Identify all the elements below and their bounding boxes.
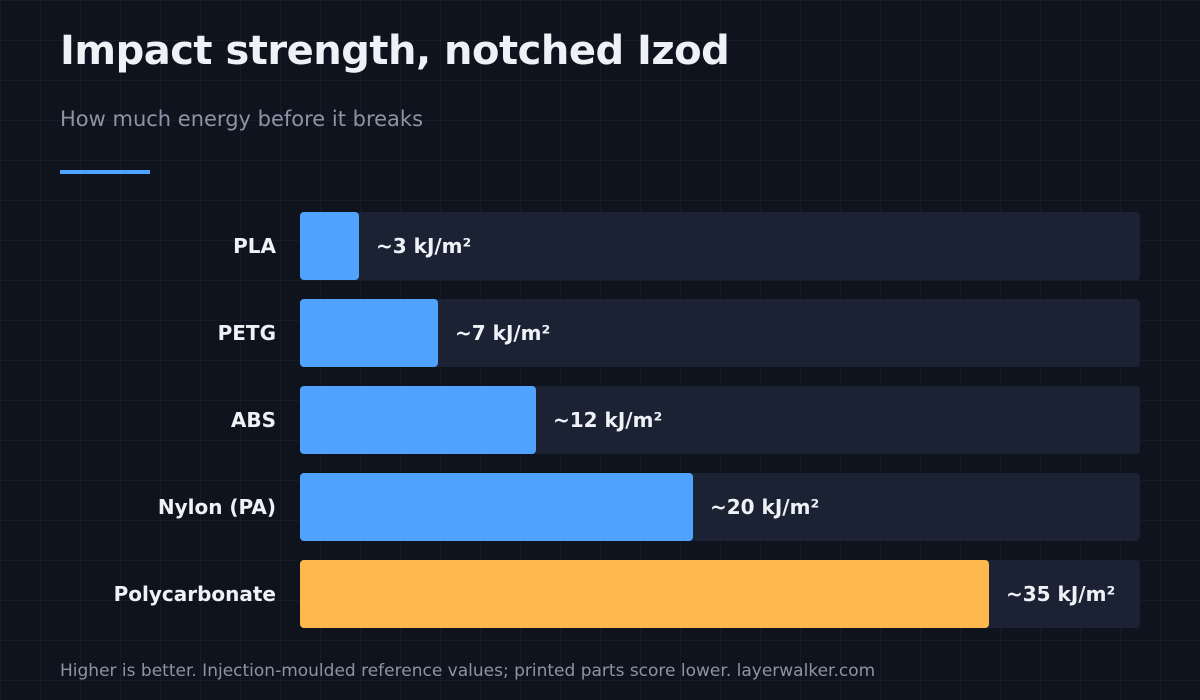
bar-row: Polycarbonate ~35 kJ/m²: [114, 560, 1140, 628]
bar: [300, 560, 989, 628]
bar-row: ABS ~12 kJ/m²: [231, 386, 1140, 454]
bar-row: Nylon (PA) ~20 kJ/m²: [158, 473, 1140, 541]
category-label: PLA: [233, 234, 276, 258]
bar-track: [300, 299, 1140, 367]
category-label: Nylon (PA): [158, 495, 276, 519]
value-label: ~3 kJ/m²: [376, 234, 471, 258]
category-label: ABS: [231, 408, 276, 432]
bar-row: PLA ~3 kJ/m²: [233, 212, 1140, 280]
category-label: Polycarbonate: [114, 582, 276, 606]
value-label: ~7 kJ/m²: [455, 321, 550, 345]
bar-row: PETG ~7 kJ/m²: [218, 299, 1140, 367]
value-label: ~20 kJ/m²: [710, 495, 819, 519]
value-label: ~35 kJ/m²: [1006, 582, 1115, 606]
bar: [300, 212, 359, 280]
bar: [300, 386, 536, 454]
accent-divider: [60, 170, 150, 174]
footer-note: Higher is better. Injection-moulded refe…: [60, 661, 876, 681]
value-label: ~12 kJ/m²: [553, 408, 662, 432]
chart-title: Impact strength, notched Izod: [60, 28, 730, 74]
bar-track: [300, 212, 1140, 280]
bar: [300, 473, 693, 541]
chart-subtitle: How much energy before it breaks: [60, 107, 424, 131]
bar: [300, 299, 438, 367]
category-label: PETG: [218, 321, 276, 345]
